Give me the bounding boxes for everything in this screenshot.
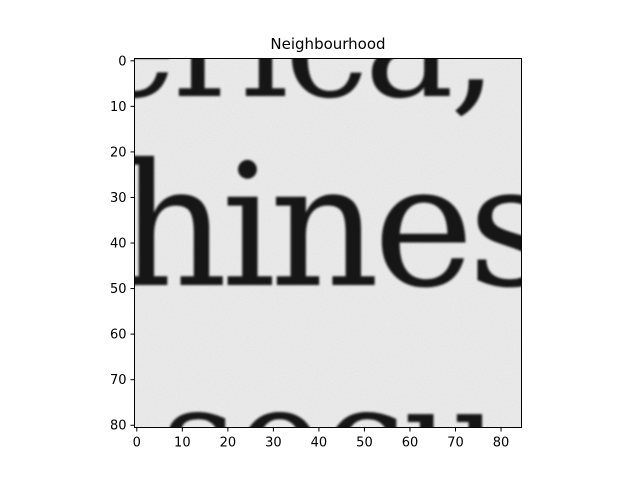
y-tick-label: 40 <box>110 237 127 252</box>
y-tick-label: 0 <box>118 54 126 69</box>
x-tick-label: 0 <box>133 436 141 451</box>
x-tick-label: 80 <box>493 436 510 451</box>
x-tick-label: 30 <box>265 436 282 451</box>
y-tick-label: 70 <box>110 373 127 388</box>
x-tick-label: 50 <box>356 436 373 451</box>
paper-texture <box>134 58 522 428</box>
y-tick-label: 20 <box>110 145 127 160</box>
word-middle-row: hines <box>118 128 549 326</box>
x-tick-label: 40 <box>311 436 328 451</box>
y-tick-label: 60 <box>110 328 127 343</box>
word-top-row: erica, <box>88 0 494 132</box>
y-tick-label: 10 <box>110 100 127 115</box>
y-axis: 0 10 20 30 40 50 60 70 80 <box>110 54 135 434</box>
x-axis: 0 10 20 30 40 50 60 70 80 <box>133 427 510 451</box>
x-tick-label: 60 <box>402 436 419 451</box>
x-tick-label: 10 <box>174 436 191 451</box>
y-tick-label: 30 <box>110 191 127 206</box>
x-tick-label: 70 <box>447 436 464 451</box>
y-tick-label: 80 <box>110 419 127 434</box>
y-tick-label: 50 <box>110 282 127 297</box>
grayscale-image: erica, hines secu <box>88 0 549 480</box>
plot-title: Neighbourhood <box>270 35 385 53</box>
word-bottom-row: secu <box>160 354 498 480</box>
x-tick-label: 20 <box>220 436 237 451</box>
